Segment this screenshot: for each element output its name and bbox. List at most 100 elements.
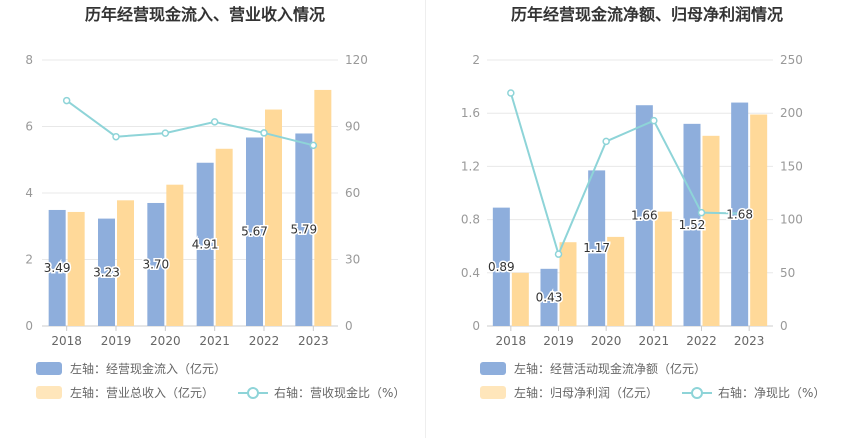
line-point xyxy=(112,132,120,141)
x-axis-tick-label: 2018 xyxy=(51,334,82,348)
bar-series-1 xyxy=(540,268,558,326)
line-point xyxy=(554,250,563,258)
line-point xyxy=(62,96,71,105)
bar-data-label: 1.68 xyxy=(726,207,753,221)
line-point xyxy=(210,118,219,126)
right-axis-tick-label: 0 xyxy=(345,319,353,333)
legend-label: 左轴：经营活动现金流净额（亿元） xyxy=(514,362,707,376)
left-axis-tick-label: 2 xyxy=(25,253,33,267)
bar-data-label: 1.52 xyxy=(679,218,706,232)
bar-data-label: 4.91 xyxy=(192,237,219,251)
right-axis-tick-label: 250 xyxy=(780,53,803,67)
legend-label: 左轴：归母净利润（亿元） xyxy=(514,386,659,400)
x-axis-tick-label: 2018 xyxy=(496,334,527,348)
legend-item-series-2[interactable]: 左轴：营业总收入（亿元） 右轴：营收现金比（%） xyxy=(36,384,405,401)
x-axis-tick-label: 2019 xyxy=(543,334,574,348)
legend-swatch-bar1 xyxy=(480,362,506,375)
bar-series-2 xyxy=(607,236,625,326)
right-axis-tick-label: 30 xyxy=(345,253,360,267)
x-axis-tick-label: 2020 xyxy=(591,334,622,348)
line-point xyxy=(161,129,170,137)
legend-item-series-2[interactable]: 左轴：归母净利润（亿元） 右轴：净现比（%） xyxy=(480,384,825,401)
bar-data-label: 3.70 xyxy=(142,257,169,271)
bar-data-label: 1.66 xyxy=(631,209,658,223)
legend-label: 左轴：经营现金流入（亿元） xyxy=(70,362,227,376)
chart-title: 历年经营现金流入、营业收入情况 xyxy=(85,5,325,24)
right-axis-tick-label: 100 xyxy=(780,213,803,227)
left-axis-tick-label: 2 xyxy=(472,53,480,67)
legend-item-series-1[interactable]: 左轴：经营现金流入（亿元） xyxy=(36,360,226,377)
legend-swatch-line xyxy=(682,386,713,400)
bar-data-label: 1.17 xyxy=(583,241,610,255)
bar-data-label: 0.89 xyxy=(488,260,515,274)
bar-series-1 xyxy=(48,209,66,326)
right-axis-tick-label: 90 xyxy=(345,120,360,134)
bar-data-label: 0.43 xyxy=(536,290,563,304)
chart-svg-right: 历年经营现金流净额、归母净利润情况 0 0.4 0.8 1.2 1.6 2 0 50 100 150… xyxy=(461,5,803,348)
line-point xyxy=(260,129,268,137)
legend-swatch-bar2 xyxy=(480,386,506,399)
line-point xyxy=(602,137,610,146)
right-axis-tick-label: 150 xyxy=(780,159,803,173)
right-axis-tick-label: 60 xyxy=(345,186,360,200)
line-point xyxy=(697,208,706,217)
bar-series-2 xyxy=(67,211,85,326)
chart-title: 历年经营现金流净额、归母净利润情况 xyxy=(511,5,783,24)
bar-series-2 xyxy=(117,200,134,326)
x-axis-tick-label: 2021 xyxy=(199,334,230,348)
legend-label: 左轴：营业总收入（亿元） xyxy=(70,386,215,400)
x-axis-tick-label: 2021 xyxy=(639,334,670,348)
left-axis-tick-label: 0.8 xyxy=(461,213,480,227)
x-axis-tick-label: 2022 xyxy=(686,334,717,348)
right-axis-tick-label: 50 xyxy=(780,266,795,280)
bar-series-2 xyxy=(511,272,529,326)
left-axis-tick-label: 6 xyxy=(25,120,33,134)
chart-svg-left: 历年经营现金流入、营业收入情况 0 2 4 6 8 0 30 60 90 120 2018 2019 20… xyxy=(25,5,368,348)
chart-panel-right: 历年经营现金流净额、归母净利润情况 0 0.4 0.8 1.2 1.6 2 0 50 100 150… xyxy=(425,0,850,438)
bar-series-1 xyxy=(492,207,510,326)
chart-panel-left: 历年经营现金流入、营业收入情况 0 2 4 6 8 0 30 60 90 120 2018 2019 20… xyxy=(25,5,405,401)
line-series xyxy=(509,92,750,258)
legend-swatch-bar1 xyxy=(36,362,62,375)
right-axis-tick-label: 200 xyxy=(780,106,803,120)
bar-series-2 xyxy=(559,242,577,326)
legend-item-series-1[interactable]: 左轴：经营活动现金流净额（亿元） xyxy=(480,360,706,377)
legend-label: 右轴：营收现金比（%） xyxy=(274,386,406,400)
bar-series-2 xyxy=(265,109,282,326)
right-axis-tick-label: 120 xyxy=(345,53,368,67)
line-point xyxy=(745,209,753,218)
line-point xyxy=(309,141,318,150)
bar-data-label: 3.23 xyxy=(93,265,120,279)
legend-swatch-line xyxy=(238,386,269,400)
bar-series-1 xyxy=(683,123,701,326)
legend-label: 右轴：净现比（%） xyxy=(718,386,826,400)
bar-series-2 xyxy=(215,148,233,326)
x-axis-tick-label: 2023 xyxy=(734,334,765,348)
bar-series-1 xyxy=(196,162,214,326)
legend-swatch-bar2 xyxy=(36,386,62,399)
x-axis-tick-label: 2020 xyxy=(150,334,181,348)
right-axis-tick-label: 0 xyxy=(780,319,788,333)
left-axis-tick-label: 1.6 xyxy=(461,106,480,120)
bar-data-label: 3.49 xyxy=(44,261,71,275)
left-axis-tick-label: 4 xyxy=(25,186,33,200)
line-series xyxy=(66,99,314,147)
bar-series-1 xyxy=(588,170,606,326)
line-point xyxy=(650,116,658,125)
bar-series-1 xyxy=(246,137,263,326)
bar-data-label: 5.79 xyxy=(290,223,317,237)
x-axis-tick-label: 2019 xyxy=(101,334,132,348)
bar-series-1 xyxy=(147,202,165,326)
left-axis-tick-label: 1.2 xyxy=(461,159,480,173)
x-axis-tick-label: 2023 xyxy=(298,334,329,348)
x-axis-tick-label: 2022 xyxy=(249,334,280,348)
left-axis-tick-label: 0 xyxy=(25,319,33,333)
bar-series-1 xyxy=(295,133,313,326)
bar-series-1 xyxy=(98,218,115,326)
bar-series-2 xyxy=(314,89,332,326)
bar-series-2 xyxy=(702,135,720,326)
left-axis-tick-label: 0.4 xyxy=(461,266,480,280)
panel-divider xyxy=(425,0,426,438)
line-point xyxy=(507,89,515,97)
bar-data-label: 5.67 xyxy=(241,225,268,239)
